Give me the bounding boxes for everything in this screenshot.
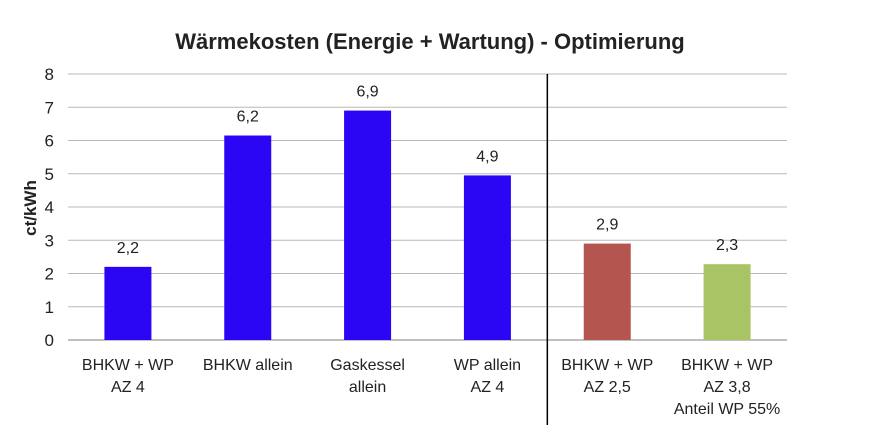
category-label: AZ 4 bbox=[111, 379, 145, 396]
bar bbox=[344, 110, 392, 340]
category-label: BHKW + WP bbox=[82, 357, 174, 374]
category-label: BHKW + WP bbox=[681, 357, 773, 374]
y-tick-label: 1 bbox=[45, 298, 54, 317]
category-label: BHKW + WP bbox=[561, 357, 653, 374]
category-label: Anteil WP 55% bbox=[674, 401, 780, 418]
y-tick-label: 4 bbox=[45, 198, 54, 217]
data-label: 2,3 bbox=[716, 237, 738, 254]
y-tick-label: 0 bbox=[45, 331, 54, 350]
data-label: 2,9 bbox=[596, 217, 618, 234]
data-label: 6,9 bbox=[356, 84, 378, 101]
category-label: AZ 3,8 bbox=[704, 379, 751, 396]
bar bbox=[583, 243, 631, 340]
bar bbox=[463, 175, 511, 340]
bar bbox=[224, 135, 272, 340]
category-label: allein bbox=[349, 379, 386, 396]
y-axis-label: ct/kWh bbox=[21, 180, 40, 236]
y-tick-label: 3 bbox=[45, 231, 54, 250]
category-label: BHKW allein bbox=[203, 357, 293, 374]
y-tick-label: 7 bbox=[45, 98, 54, 117]
y-tick-label: 5 bbox=[45, 165, 54, 184]
data-label: 6,2 bbox=[237, 109, 259, 126]
y-tick-label: 6 bbox=[45, 132, 54, 151]
bar bbox=[104, 266, 152, 340]
data-label: 4,9 bbox=[476, 148, 498, 165]
y-tick-label: 8 bbox=[45, 65, 54, 84]
bar bbox=[703, 264, 751, 340]
category-label: Gaskessel bbox=[330, 357, 405, 374]
data-label: 2,2 bbox=[117, 240, 139, 257]
category-label: AZ 4 bbox=[471, 379, 505, 396]
category-label: WP allein bbox=[454, 357, 521, 374]
chart-title: Wärmekosten (Energie + Wartung) - Optimi… bbox=[175, 29, 685, 54]
y-tick-label: 2 bbox=[45, 265, 54, 284]
category-label: AZ 2,5 bbox=[584, 379, 631, 396]
